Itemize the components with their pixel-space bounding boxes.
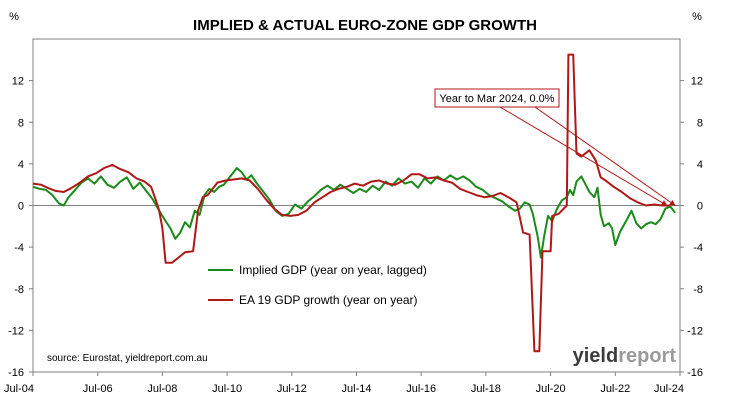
annotation-arrow (499, 106, 668, 206)
right-axis-tick-label: 12 (691, 76, 703, 88)
right-axis-tick-label: -12 (687, 325, 703, 337)
x-axis-tick-label: Jul-08 (147, 383, 177, 395)
right-axis-tick-label: 4 (697, 159, 703, 171)
legend: Implied GDP (year on year, lagged) EA 19… (208, 263, 427, 307)
right-axis-tick-label: 0 (697, 201, 703, 213)
implied-gdp-line (33, 167, 676, 259)
x-axis-tick-label: Jul-06 (83, 383, 113, 395)
x-axis-tick-label: Jul-18 (471, 383, 501, 395)
source-note: source: Eurostat, yieldreport.com.au (47, 353, 208, 364)
x-axis-tick-label: Jul-14 (342, 383, 372, 395)
x-axis-tick-label: Jul-12 (277, 383, 307, 395)
right-axis-tick-label: -16 (687, 367, 703, 379)
left-unit-label: % (9, 11, 19, 23)
x-axis: Jul-04 Jul-06 Jul-08 Jul-10 Jul-12 Jul-14 Jul-… (4, 372, 684, 395)
left-axis-tick-label: 4 (18, 159, 24, 171)
right-axis-tick-label: -8 (693, 284, 703, 296)
left-axis-tick-label: -8 (14, 284, 24, 296)
right-axis: 12 8 4 0 -4 -8 -12 -16 (680, 76, 703, 379)
left-axis-tick-label: -4 (14, 242, 24, 254)
left-axis-tick-label: -12 (8, 325, 24, 337)
left-axis-tick-label: 12 (12, 76, 24, 88)
left-axis-tick-label: -16 (8, 367, 24, 379)
x-axis-tick-label: Jul-04 (4, 383, 34, 395)
x-axis-tick-label: Jul-20 (536, 383, 566, 395)
brand-logo: yieldreport (573, 345, 677, 367)
right-axis-tick-label: 8 (697, 117, 703, 129)
series-lines (33, 53, 676, 353)
annotation: Year to Mar 2024, 0.0% (434, 88, 676, 206)
brand-wordmark: yieldreport (573, 345, 677, 367)
annotation-label: Year to Mar 2024, 0.0% (439, 93, 554, 105)
chart-title: IMPLIED & ACTUAL EURO-ZONE GDP GROWTH (193, 17, 537, 34)
annotation-box (434, 88, 560, 108)
left-axis-tick-label: 8 (18, 117, 24, 129)
legend-label-implied: Implied GDP (year on year, lagged) (239, 263, 427, 277)
right-axis-tick-label: -4 (693, 242, 703, 254)
right-unit-label: % (692, 11, 702, 23)
x-axis-tick-label: Jul-22 (600, 383, 630, 395)
ea19-gdp-line (33, 53, 671, 353)
x-axis-tick-label: Jul-24 (654, 383, 684, 395)
left-axis: 12 8 4 0 -4 -8 -12 -16 (8, 76, 33, 379)
x-axis-tick-label: Jul-16 (406, 383, 436, 395)
annotation-arrow (534, 106, 676, 206)
left-axis-tick-label: 0 (18, 201, 24, 213)
x-axis-tick-label: Jul-10 (212, 383, 242, 395)
legend-label-actual: EA 19 GDP growth (year on year) (239, 293, 418, 307)
